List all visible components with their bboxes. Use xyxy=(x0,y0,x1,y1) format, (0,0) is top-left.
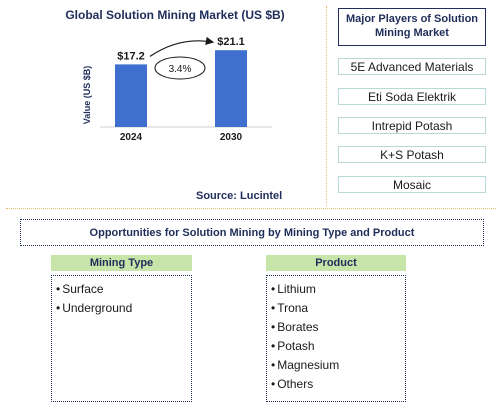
value-label: $21.1 xyxy=(217,36,245,48)
list-item: Magnesium xyxy=(271,356,405,375)
mining-type-header: Mining Type xyxy=(51,255,192,271)
y-axis-label: Value (US $B) xyxy=(82,66,92,125)
list-item: Surface xyxy=(56,280,191,299)
players-title: Major Players of Solution Mining Market xyxy=(338,8,486,46)
opportunities-title: Opportunities for Solution Mining by Min… xyxy=(20,219,484,246)
bar-2024 xyxy=(115,64,147,127)
cagr-ellipse xyxy=(154,56,206,80)
chart-title: Global Solution Mining Market (US $B) xyxy=(65,8,285,22)
list-item: Borates xyxy=(271,318,405,337)
player-item: Intrepid Potash xyxy=(338,117,486,134)
list-item: Lithium xyxy=(271,280,405,299)
list-item: Others xyxy=(271,375,405,394)
vertical-divider xyxy=(326,6,327,206)
product-header: Product xyxy=(266,255,406,271)
list-item: Potash xyxy=(271,337,405,356)
player-item: 5E Advanced Materials xyxy=(338,58,486,75)
mining-type-list: Surface Underground xyxy=(51,275,192,402)
x-tick-label: 2024 xyxy=(120,132,143,143)
cagr-label: 3.4% xyxy=(169,64,192,75)
player-item: Mosaic xyxy=(338,176,486,193)
player-item: Eti Soda Elektrik xyxy=(338,88,486,105)
list-item: Trona xyxy=(271,299,405,318)
horizontal-divider xyxy=(6,208,496,209)
player-item: K+S Potash xyxy=(338,146,486,163)
bar-2030 xyxy=(215,50,247,127)
bar-chart: Value (US $B) $17.2 2024 $21.1 2030 3.4% xyxy=(82,36,272,143)
x-tick-label: 2030 xyxy=(220,132,243,143)
cagr-arrow xyxy=(149,36,215,57)
product-list: Lithium Trona Borates Potash Magnesium O… xyxy=(266,275,406,402)
list-item: Underground xyxy=(56,299,191,318)
source-note: Source: Lucintel xyxy=(196,190,283,202)
value-label: $17.2 xyxy=(117,50,145,62)
